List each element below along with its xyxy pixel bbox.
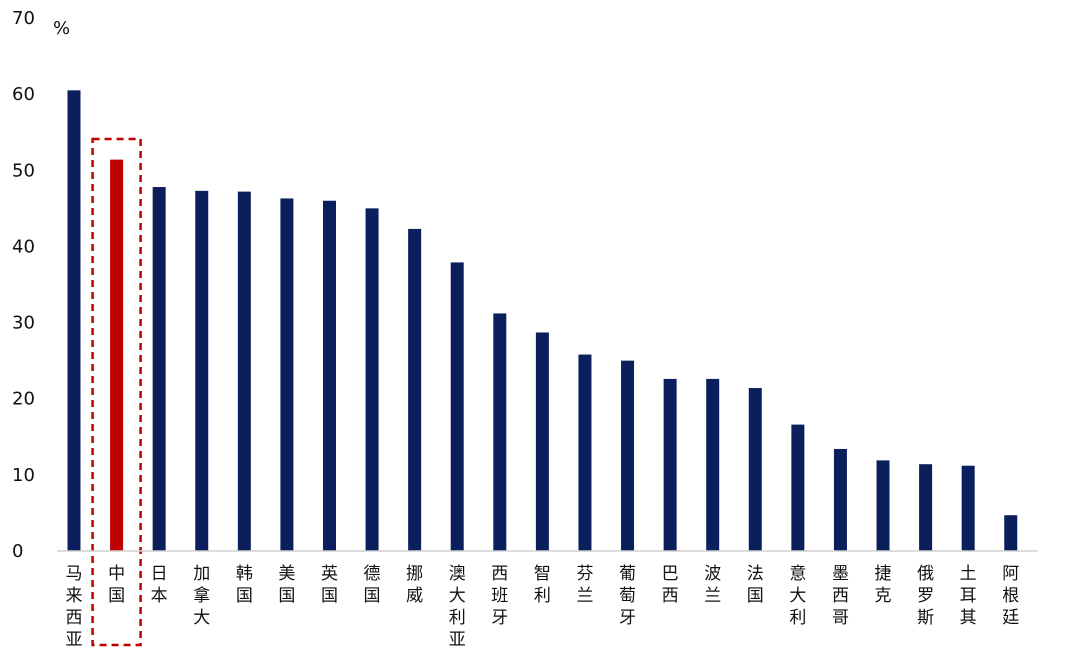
x-category-label: 捷克 (875, 564, 892, 606)
y-tick-label: 0 (12, 541, 23, 562)
y-tick-label: 60 (12, 84, 35, 105)
x-category-label: 阿根廷 (1002, 564, 1019, 628)
bar (876, 460, 890, 551)
bar (365, 208, 379, 551)
bar (195, 190, 209, 551)
y-tick-label: 40 (12, 236, 35, 257)
x-category-label: 日本 (151, 564, 168, 606)
bar (110, 159, 124, 551)
x-category-label: 马来西亚 (66, 564, 83, 650)
x-category-label: 智利 (534, 564, 551, 606)
x-category-label: 葡萄牙 (619, 564, 636, 628)
x-category-label: 加拿大 (193, 564, 210, 628)
y-tick-label: 70 (12, 8, 35, 29)
bar (450, 262, 464, 551)
x-category-label: 波兰 (704, 564, 721, 606)
bar (67, 90, 81, 551)
x-category-label: 英国 (321, 564, 338, 606)
bar (621, 360, 635, 551)
y-tick-label: 50 (12, 160, 35, 181)
bar (535, 332, 549, 551)
x-category-label: 中国 (108, 564, 125, 606)
y-tick-label: 20 (12, 389, 35, 410)
bar (1004, 515, 1018, 551)
bar (663, 378, 677, 551)
bar (578, 354, 592, 551)
highlight-box (91, 137, 142, 647)
bar (152, 187, 166, 551)
x-category-label: 美国 (278, 564, 295, 606)
bar (961, 465, 975, 551)
bar (493, 313, 507, 551)
x-category-label: 德国 (364, 564, 381, 606)
x-category-label: 西班牙 (491, 564, 508, 628)
x-category-label: 韩国 (236, 564, 253, 606)
bar (748, 388, 762, 551)
bar (322, 200, 336, 551)
bar (706, 378, 720, 551)
highlight-layer (91, 137, 142, 647)
y-tick-label: 30 (12, 313, 35, 334)
x-category-label: 芬兰 (576, 564, 593, 606)
bar (237, 191, 251, 551)
bar (280, 198, 294, 552)
bar (791, 424, 805, 551)
x-category-label: 法国 (747, 564, 764, 606)
y-axis-labels: 0 10 20 30 40 50 60 70 (12, 8, 35, 562)
x-category-label: 意大利 (789, 564, 806, 628)
x-category-label: 俄罗斯 (917, 564, 934, 628)
x-category-label: 墨西哥 (832, 564, 849, 628)
bar (919, 464, 933, 551)
x-category-label: 土耳其 (960, 564, 977, 628)
y-tick-label: 10 (12, 465, 35, 486)
x-category-label: 澳大利亚 (449, 564, 466, 650)
unit-label: % (53, 18, 70, 39)
bar (408, 228, 422, 551)
x-category-label: 巴西 (662, 564, 679, 606)
bar (833, 448, 847, 551)
bars (67, 90, 1018, 552)
x-category-label: 挪威 (406, 564, 423, 606)
